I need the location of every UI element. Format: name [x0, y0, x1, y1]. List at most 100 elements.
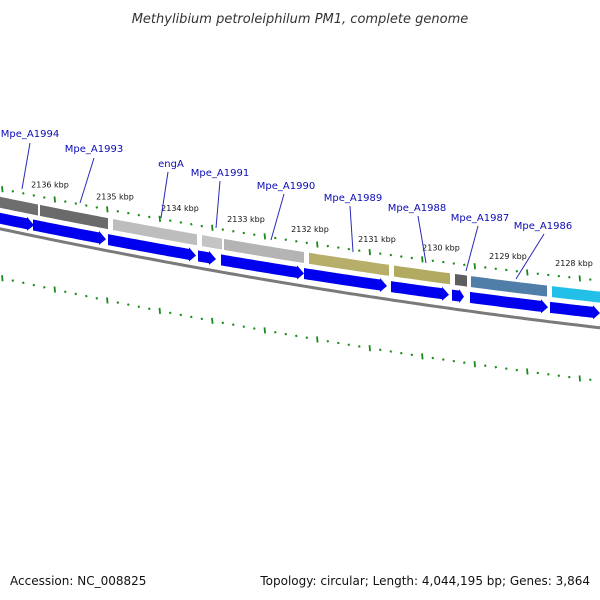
top-tick [505, 268, 508, 272]
bottom-tick [232, 323, 235, 327]
bottom-tick [32, 283, 36, 287]
top-tick [410, 256, 414, 260]
bottom-tick [484, 364, 487, 367]
bottom-tick [536, 371, 540, 375]
gene-arrow-10[interactable] [550, 301, 600, 320]
gene-block-mpe_a1986[interactable] [471, 276, 547, 297]
gene-arrow-1[interactable] [0, 211, 34, 231]
bottom-tick [589, 378, 592, 382]
bottom-tick [379, 348, 382, 352]
gene-arrow-7[interactable] [391, 281, 449, 301]
bottom-tick [431, 356, 435, 360]
bottom-tick [274, 330, 277, 334]
leader-line-mpe_a1987 [465, 225, 479, 272]
gene-block-enga[interactable] [113, 219, 197, 246]
gene-arrows [0, 211, 600, 320]
bottom-tick [368, 345, 371, 352]
gene-label-enga[interactable]: engA [158, 159, 184, 170]
top-tick [22, 192, 25, 195]
leader-line-mpe_a1989 [349, 205, 354, 253]
gene-block-mpe_a1990[interactable] [224, 238, 304, 263]
top-tick [106, 206, 109, 213]
bottom-tick [295, 334, 298, 338]
bottom-tick [305, 336, 309, 340]
gene-block-extra[interactable] [552, 286, 600, 303]
tick-row-top [1, 186, 592, 282]
bottom-tick [211, 317, 214, 324]
gene-label-mpe_a1989[interactable]: Mpe_A1989 [324, 193, 382, 204]
kbp-label: 2130 kbp [422, 243, 460, 252]
bottom-tick [337, 341, 340, 345]
top-tick [557, 274, 561, 278]
gene-arrow-8[interactable] [452, 289, 464, 303]
gene-arrow-5[interactable] [221, 254, 304, 280]
top-tick [53, 196, 56, 203]
leader-line-mpe_a1991 [215, 180, 221, 229]
bottom-tick [578, 375, 581, 382]
top-tick [253, 233, 256, 236]
bottom-tick [358, 345, 361, 348]
bottom-tick [74, 292, 78, 296]
top-tick [64, 200, 67, 203]
top-tick [116, 210, 120, 213]
bottom-tick [452, 359, 456, 363]
gene-arrow-3[interactable] [108, 234, 196, 262]
gene-label-mpe_a1994[interactable]: Mpe_A1994 [1, 129, 59, 140]
top-tick [221, 228, 225, 231]
top-tick [158, 215, 161, 222]
gene-arrow-6[interactable] [304, 268, 387, 292]
top-tick [463, 263, 466, 267]
bottom-tick [494, 365, 498, 369]
gene-label-mpe_a1990[interactable]: Mpe_A1990 [257, 181, 315, 192]
gene-arrow-9[interactable] [470, 291, 548, 314]
kbp-label: 2131 kbp [358, 235, 396, 244]
gene-block-mpe_a1989[interactable] [309, 252, 389, 276]
top-tick [337, 246, 340, 249]
bottom-tick [1, 275, 4, 282]
gene-label-mpe_a1988[interactable]: Mpe_A1988 [388, 203, 446, 214]
top-tick [389, 253, 393, 257]
leader-line-mpe_a1994 [21, 142, 31, 190]
top-tick [32, 194, 36, 197]
gene-block-mpe_a1994[interactable] [0, 195, 38, 216]
gene-label-mpe_a1991[interactable]: Mpe_A1991 [191, 168, 249, 179]
top-tick [578, 275, 581, 282]
bottom-tick [242, 325, 246, 328]
gene-label-mpe_a1986[interactable]: Mpe_A1986 [514, 221, 572, 232]
top-tick [127, 211, 130, 215]
top-tick [473, 263, 476, 270]
bottom-tick [284, 332, 288, 336]
top-tick [148, 215, 151, 219]
bottom-tick [463, 361, 466, 364]
top-tick [442, 260, 445, 264]
top-tick [242, 231, 246, 235]
bottom-tick [526, 368, 529, 375]
top-tick [568, 275, 571, 279]
gene-arrow-4[interactable] [198, 250, 216, 265]
kbp-label: 2135 kbp [96, 193, 134, 202]
kbp-label: 2134 kbp [161, 204, 199, 213]
top-tick [169, 219, 172, 222]
bottom-tick [421, 353, 424, 360]
bottom-tick [547, 373, 550, 376]
gene-label-mpe_a1987[interactable]: Mpe_A1987 [451, 213, 509, 224]
gene-block-mpe_a1988[interactable] [394, 265, 450, 285]
bottom-tick [473, 361, 476, 368]
top-tick [179, 221, 183, 224]
leader-line-mpe_a1988 [417, 215, 427, 264]
kbp-labels: 2136 kbp 2135 kbp 2134 kbp 2133 kbp 2132 kbp… [31, 181, 593, 269]
gene-block-mpe_a1991[interactable] [202, 235, 222, 250]
gene-arrow-2[interactable] [33, 219, 106, 245]
top-tick [316, 241, 319, 248]
gene-label-mpe_a1993[interactable]: Mpe_A1993 [65, 144, 123, 155]
top-tick [326, 244, 330, 248]
top-tick [547, 273, 550, 277]
top-tick [295, 239, 298, 243]
gene-block-mpe_a1993[interactable] [40, 204, 108, 230]
backbone-line [0, 227, 600, 330]
leader-line-mpe_a1993 [79, 157, 95, 204]
bottom-tick [568, 375, 571, 379]
bottom-tick [557, 374, 561, 378]
gene-block-mpe_a1987[interactable] [455, 274, 467, 287]
